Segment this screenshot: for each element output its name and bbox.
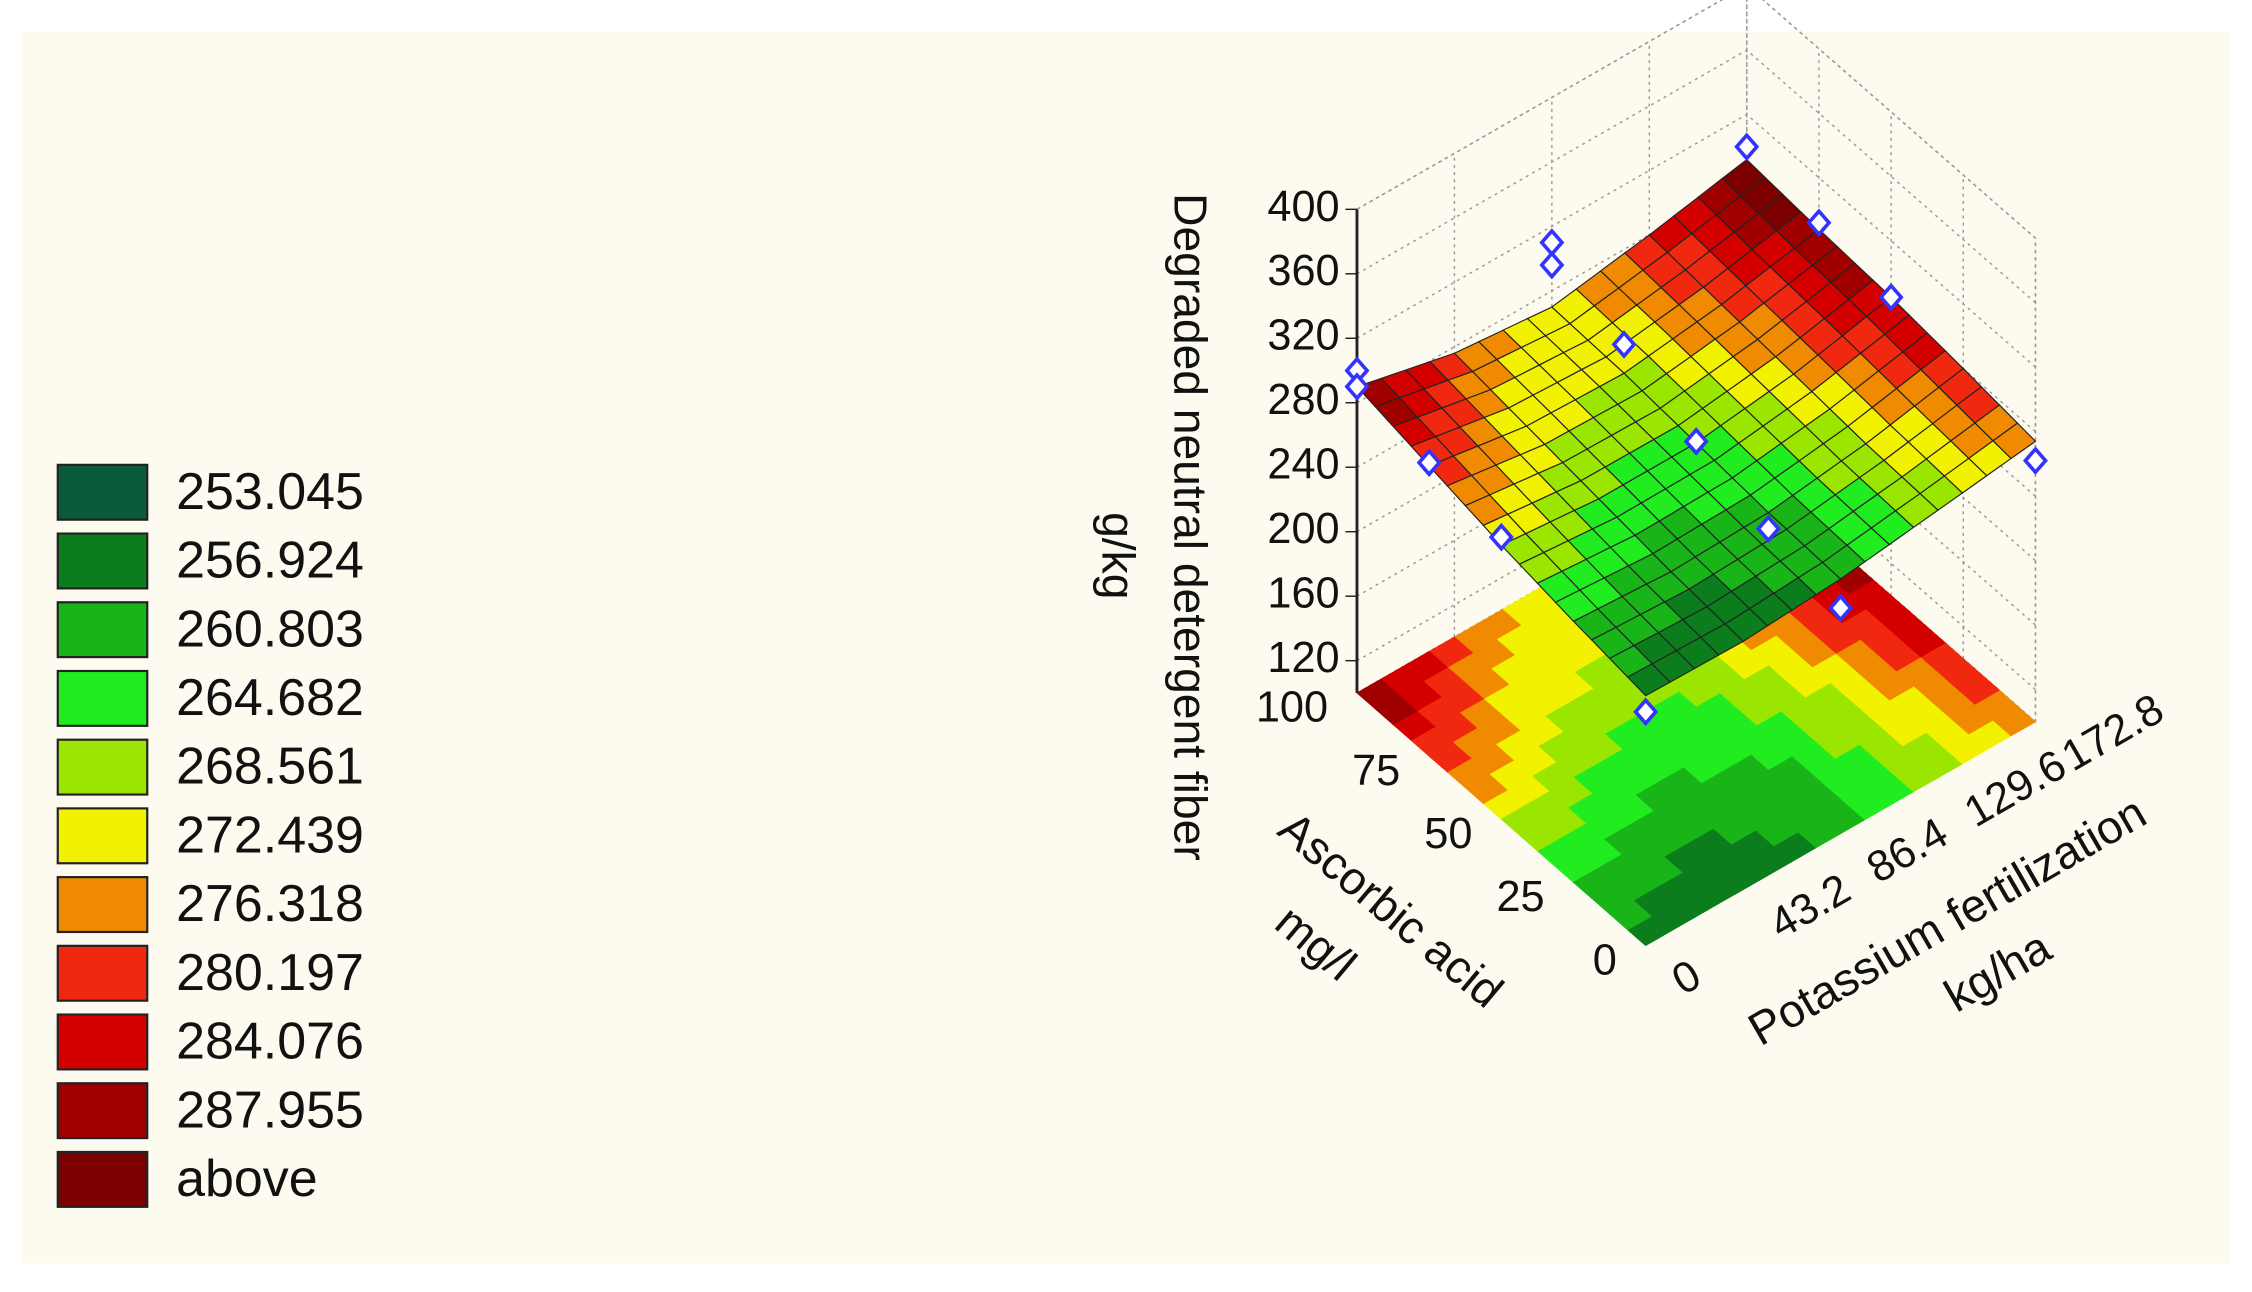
y-tick-label: 50 bbox=[1424, 810, 1472, 858]
surface-patch bbox=[1598, 372, 1644, 405]
z-tick-label: 320 bbox=[1267, 312, 1339, 360]
data-point bbox=[2022, 446, 2048, 475]
data-point bbox=[1806, 208, 1832, 238]
floor-contour bbox=[1645, 825, 1690, 857]
legend-label: 272.439 bbox=[176, 806, 364, 864]
data-point bbox=[1683, 427, 1709, 456]
floor-contour bbox=[1501, 699, 1546, 731]
floor-contour bbox=[1768, 650, 1813, 682]
floor-contour bbox=[1429, 636, 1474, 668]
z-tick-label: 240 bbox=[1267, 441, 1339, 489]
legend-label: 276.318 bbox=[176, 875, 364, 933]
legend-swatch bbox=[56, 738, 149, 796]
surface-patch bbox=[1573, 498, 1618, 530]
floor-contour bbox=[1671, 706, 1715, 738]
legend-swatch bbox=[56, 1013, 149, 1071]
legend-label: above bbox=[176, 1150, 318, 1208]
legend-label: 280.197 bbox=[176, 944, 364, 1002]
floor-contour bbox=[1865, 594, 1910, 626]
surface-patch bbox=[1840, 443, 1885, 479]
legend-swatch bbox=[56, 807, 149, 865]
legend-label: 287.955 bbox=[176, 1081, 364, 1139]
data-point bbox=[1539, 250, 1565, 280]
data-point bbox=[1416, 448, 1442, 477]
y-tick-label: 100 bbox=[1256, 684, 1328, 732]
surface-patch bbox=[1624, 234, 1669, 271]
z-tick-label: 360 bbox=[1267, 247, 1339, 295]
data-point bbox=[1633, 697, 1659, 727]
surface-patch bbox=[1428, 352, 1474, 381]
floor-contour bbox=[1573, 762, 1618, 794]
legend-swatch bbox=[56, 669, 149, 727]
legend-swatch bbox=[56, 532, 149, 590]
surface-patch bbox=[1768, 373, 1813, 410]
y-tick-label: 25 bbox=[1496, 873, 1544, 921]
z-tick-label: 160 bbox=[1267, 570, 1339, 618]
legend-label: 284.076 bbox=[176, 1013, 364, 1071]
legend-label: 256.924 bbox=[176, 532, 364, 590]
surface-patch bbox=[1937, 367, 1983, 406]
surface-patch bbox=[1501, 425, 1546, 456]
data-point bbox=[1878, 282, 1904, 312]
data-point bbox=[1828, 593, 1854, 623]
legend-label: 268.561 bbox=[176, 738, 364, 796]
surface-patch bbox=[1645, 571, 1690, 603]
y-tick-label: 0 bbox=[1593, 936, 1617, 984]
z-tick-label: 200 bbox=[1267, 505, 1339, 553]
legend-label: 253.045 bbox=[176, 463, 364, 521]
legend-swatch bbox=[56, 1150, 149, 1208]
z-tick-label: 400 bbox=[1267, 183, 1339, 231]
legend: 253.045 256.924 260.803 264.682 268.561 272.4… bbox=[56, 463, 364, 1208]
data-point bbox=[1611, 330, 1637, 359]
floor-contour bbox=[1840, 714, 1885, 745]
data-point bbox=[1755, 514, 1781, 544]
data-point bbox=[1734, 132, 1760, 162]
legend-label: 264.682 bbox=[176, 669, 364, 727]
z-tick-label: 280 bbox=[1267, 376, 1339, 424]
floor-contour bbox=[1938, 658, 1983, 689]
y-tick-label: 75 bbox=[1352, 747, 1400, 795]
axis-title: Degraded neutral detergent fiber bbox=[1164, 193, 1216, 861]
legend-swatch bbox=[56, 1082, 149, 1140]
legend-swatch bbox=[56, 876, 149, 934]
axis-title: g/kg bbox=[1092, 512, 1144, 599]
legend-swatch bbox=[56, 463, 149, 521]
legend-label: 260.803 bbox=[176, 600, 364, 658]
floor-contour bbox=[1743, 770, 1788, 801]
data-point bbox=[1344, 372, 1370, 401]
data-point bbox=[1488, 522, 1514, 552]
legend-swatch bbox=[56, 944, 149, 1002]
surface-patch bbox=[1526, 306, 1571, 337]
legend-swatch bbox=[56, 601, 149, 659]
surface-patch bbox=[1696, 303, 1741, 340]
z-tick-label: 120 bbox=[1267, 634, 1339, 682]
